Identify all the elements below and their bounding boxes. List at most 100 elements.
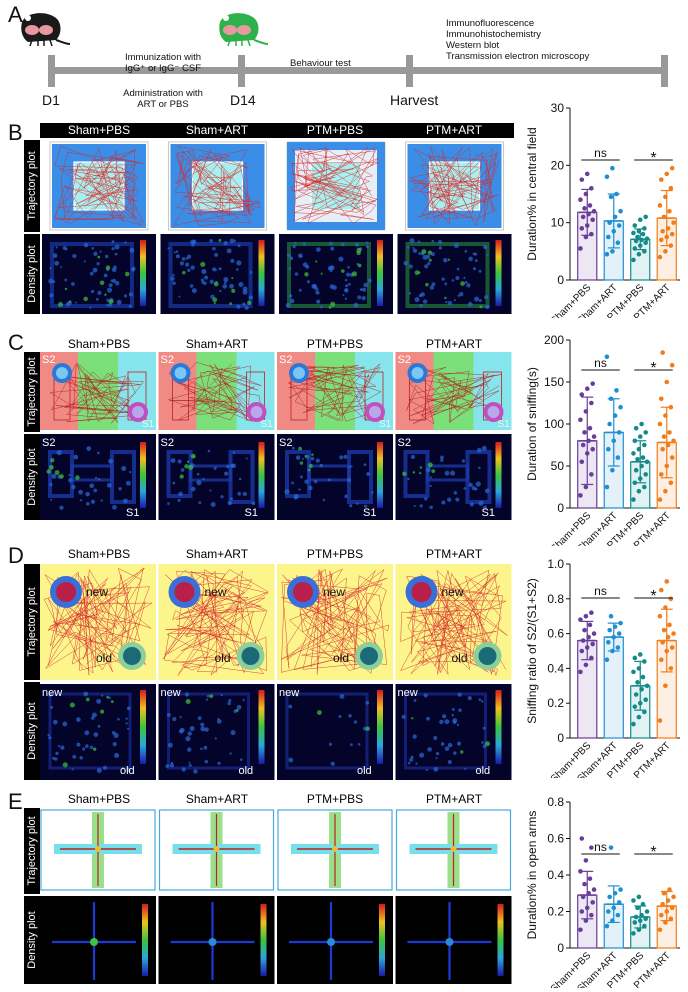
data-point [643, 916, 649, 922]
new-label: new [86, 585, 108, 599]
three-chamber-density: S2 S1 [158, 434, 275, 520]
data-point [661, 214, 667, 220]
colorbar [495, 442, 502, 508]
plus-maze-trajectory [395, 809, 512, 891]
data-point [578, 617, 583, 622]
s2-label: S2 [279, 354, 292, 366]
novel-object-density: new old [395, 684, 512, 780]
data-point [661, 890, 667, 896]
s2-label: S2 [279, 437, 292, 449]
comparison-label: ns [594, 584, 607, 598]
colorbar [495, 690, 502, 764]
data-point [633, 425, 639, 431]
novel-object-trajectory: new old [158, 564, 275, 680]
data-point [633, 467, 639, 473]
group-label: Sham+PBS [67, 123, 131, 137]
data-point [631, 931, 636, 936]
timeline-administration: Administration with ART or PBS [123, 88, 203, 110]
data-point [579, 648, 585, 654]
timeline-immunization: Immunization with IgG⁺ or IgG⁻ CSF [124, 52, 202, 74]
data-point [578, 493, 583, 498]
data-point [589, 655, 594, 661]
data-point [665, 226, 671, 231]
new-label: new [323, 585, 345, 599]
data-point [616, 430, 622, 435]
data-point [639, 463, 644, 469]
data-point [616, 631, 622, 636]
data-point [664, 463, 670, 469]
data-point [633, 692, 639, 697]
data-point [668, 916, 674, 922]
s1-label: S1 [142, 419, 155, 430]
group-label: PTM+ART [425, 123, 483, 137]
novel-object-density: new old [158, 684, 275, 780]
data-point [631, 230, 636, 236]
data-point [632, 920, 638, 925]
panel-c-letter: C [8, 330, 24, 355]
data-point [639, 912, 644, 918]
data-point [583, 484, 589, 490]
data-point [636, 666, 642, 671]
new-label: new [442, 585, 464, 599]
comparison-label: ns [594, 146, 607, 160]
timeline-tick-d14 [238, 55, 245, 87]
data-point [665, 442, 671, 448]
new-label: new [42, 687, 62, 699]
data-point [608, 613, 614, 619]
data-point [583, 613, 589, 619]
y-axis-label: Duration% in central field [525, 127, 539, 260]
old-label: old [215, 651, 231, 665]
panel-e-plots [40, 809, 512, 984]
mouse-icon-2 [219, 13, 269, 47]
colorbar [258, 690, 265, 764]
data-point [632, 480, 638, 486]
data-point [604, 174, 610, 180]
old-label: old [239, 765, 254, 777]
s2-label: S2 [398, 437, 411, 449]
data-point [578, 669, 583, 675]
data-point [636, 488, 642, 494]
data-point [582, 881, 587, 887]
timeline-bar [48, 67, 668, 74]
data-point [639, 686, 644, 692]
s2-label: S2 [42, 354, 55, 366]
data-point [582, 430, 587, 435]
group-label: PTM+ART [425, 337, 483, 351]
comparison-label: ns [594, 356, 607, 370]
three-chamber-density: S2 S1 [40, 434, 156, 520]
novel-object-trajectory: new old [277, 564, 393, 680]
data-point [663, 413, 668, 418]
chamber-center [196, 352, 237, 430]
data-point [632, 655, 638, 661]
panel-a-letter: A [8, 2, 23, 27]
data-point [587, 876, 593, 881]
data-point [637, 918, 643, 923]
novel-object-density: new old [277, 684, 393, 780]
new-label: new [279, 687, 299, 699]
three-chamber-trajectory: S2 S1 [158, 352, 275, 430]
data-point [618, 620, 623, 626]
comparison-label: ns [594, 840, 607, 854]
data-point [580, 894, 586, 900]
data-point [664, 379, 670, 385]
y-tick-label: 0.4 [547, 661, 564, 675]
s1-label: S1 [245, 507, 258, 519]
data-point [640, 455, 646, 460]
data-point [583, 191, 589, 197]
data-point [637, 476, 643, 481]
data-point [642, 659, 647, 664]
density-background [40, 896, 156, 984]
old-label: old [357, 765, 372, 777]
data-point [584, 386, 590, 392]
data-point [610, 918, 615, 923]
timeline-d1: D1 [42, 92, 60, 108]
data-point [580, 214, 586, 220]
s1-label: S1 [126, 507, 139, 519]
data-point [615, 912, 621, 918]
open-field-trajectory [49, 141, 149, 231]
data-point [635, 234, 640, 240]
data-point [589, 845, 594, 850]
old-label: old [333, 651, 349, 665]
data-point [589, 610, 594, 616]
